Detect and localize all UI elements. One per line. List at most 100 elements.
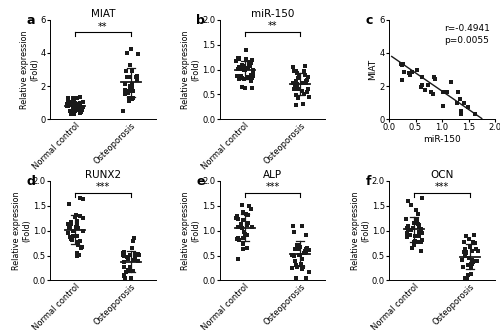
Point xyxy=(128,88,136,93)
Point xyxy=(292,69,300,74)
Point xyxy=(432,77,440,82)
Point xyxy=(242,232,250,237)
Point xyxy=(127,275,135,280)
Point xyxy=(465,236,473,242)
Point xyxy=(76,196,84,201)
Point xyxy=(132,74,140,79)
Point xyxy=(72,105,80,111)
Title: OCN: OCN xyxy=(430,170,454,180)
Point xyxy=(405,70,413,76)
Point xyxy=(298,81,306,86)
Point xyxy=(121,275,129,280)
Point xyxy=(400,70,408,75)
Point xyxy=(408,69,416,74)
Point xyxy=(293,246,301,251)
Point xyxy=(460,101,468,106)
Point xyxy=(238,67,246,72)
Text: a: a xyxy=(26,14,35,27)
Title: RUNX2: RUNX2 xyxy=(85,170,121,180)
Point xyxy=(243,245,251,250)
Point xyxy=(424,83,432,88)
Point xyxy=(64,221,72,226)
Point xyxy=(398,61,406,66)
Point xyxy=(296,243,304,248)
Point xyxy=(471,112,479,117)
Point xyxy=(304,248,312,253)
Point xyxy=(292,242,300,248)
Point xyxy=(298,88,306,93)
Point xyxy=(238,202,246,208)
Point xyxy=(302,249,310,255)
Point xyxy=(403,234,411,239)
Point xyxy=(238,62,246,68)
Point xyxy=(464,255,472,260)
Point xyxy=(304,89,312,94)
Point xyxy=(288,265,296,271)
Point xyxy=(79,196,87,202)
Point xyxy=(288,252,296,257)
Point xyxy=(240,67,248,72)
Point xyxy=(73,250,81,255)
Point xyxy=(456,112,464,117)
Point xyxy=(76,252,84,258)
Point xyxy=(66,100,74,105)
Point xyxy=(79,105,87,110)
Point xyxy=(76,213,84,218)
Point xyxy=(244,65,252,70)
Point xyxy=(403,225,411,230)
Point xyxy=(290,86,298,92)
Point xyxy=(73,224,81,230)
Point xyxy=(468,266,475,271)
Point xyxy=(304,74,312,80)
Point xyxy=(417,240,425,245)
Point xyxy=(246,60,254,66)
Point xyxy=(64,99,72,104)
Point xyxy=(238,65,246,70)
Point xyxy=(68,102,76,108)
Point xyxy=(290,69,298,74)
Text: c: c xyxy=(366,14,373,27)
Point xyxy=(240,230,248,235)
Point xyxy=(135,252,143,257)
Point xyxy=(67,222,75,227)
Point xyxy=(123,50,131,55)
Point xyxy=(464,105,472,110)
Point xyxy=(290,253,298,259)
Point xyxy=(460,239,468,244)
Point xyxy=(429,91,437,97)
Point xyxy=(128,84,136,89)
Point xyxy=(418,248,426,254)
Point xyxy=(232,213,240,218)
Point xyxy=(460,250,468,255)
Point xyxy=(417,84,425,89)
Point xyxy=(406,72,414,78)
Point xyxy=(461,275,469,280)
Point xyxy=(76,245,84,250)
Text: **: ** xyxy=(268,21,277,31)
Point xyxy=(134,51,141,57)
Point xyxy=(239,246,247,251)
Text: d: d xyxy=(26,175,36,188)
Text: **: ** xyxy=(98,21,108,32)
Point xyxy=(296,244,304,249)
Point xyxy=(236,77,244,82)
Point xyxy=(242,47,250,52)
Y-axis label: Relative expression
(Fold): Relative expression (Fold) xyxy=(182,30,201,109)
Point xyxy=(126,264,134,269)
Point xyxy=(239,217,247,223)
Point xyxy=(125,268,133,274)
Point xyxy=(130,96,138,101)
Point xyxy=(70,104,78,109)
Point xyxy=(290,252,298,257)
Point xyxy=(124,257,132,262)
Point xyxy=(462,233,469,239)
Point xyxy=(75,105,83,110)
Point xyxy=(76,105,84,111)
Point xyxy=(134,251,142,256)
Point xyxy=(70,112,78,117)
Point xyxy=(64,104,72,109)
Point xyxy=(122,270,130,275)
Point xyxy=(404,223,412,228)
Point xyxy=(293,84,301,90)
Point xyxy=(244,62,252,67)
